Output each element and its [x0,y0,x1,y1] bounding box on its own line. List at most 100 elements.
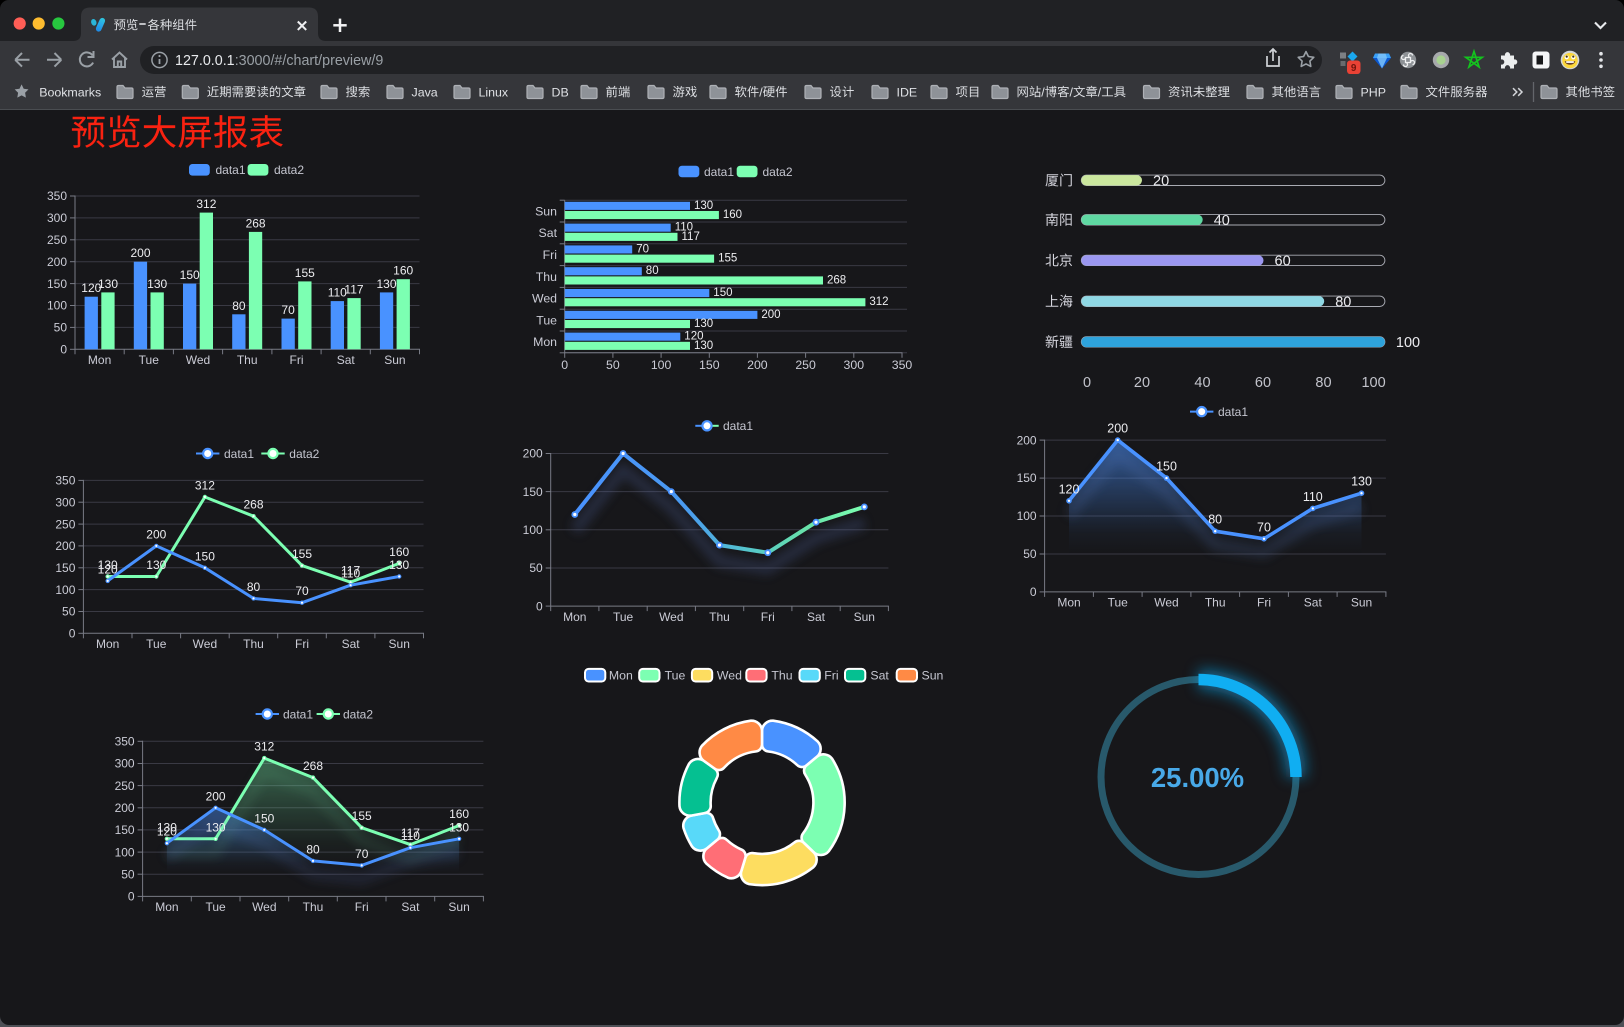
svg-text:117: 117 [401,826,420,840]
svg-text:Sat: Sat [870,669,889,683]
svg-text:70: 70 [295,584,309,598]
svg-text:0: 0 [128,890,135,904]
svg-text:/: / [1098,85,1102,99]
svg-text:312: 312 [254,740,274,754]
svg-text:Sun: Sun [1351,596,1372,610]
svg-text:/: / [1041,85,1045,99]
svg-text:130: 130 [694,340,713,352]
svg-text:IDE: IDE [897,85,918,99]
svg-text:25.00%: 25.00% [1151,762,1244,793]
svg-text:80: 80 [1208,513,1222,527]
svg-text:20: 20 [1153,174,1169,190]
svg-text:160: 160 [449,807,469,821]
svg-text:Tue: Tue [613,610,634,624]
svg-text:117: 117 [341,564,360,578]
svg-text:150: 150 [699,358,720,372]
svg-text:300: 300 [844,358,865,372]
svg-text:80: 80 [1315,375,1331,391]
svg-text:150: 150 [1017,471,1037,485]
svg-text:160: 160 [393,264,413,278]
svg-text:Tue: Tue [139,353,160,367]
svg-text:Fri: Fri [824,669,838,683]
svg-text:130: 130 [157,820,177,834]
svg-text:117: 117 [682,231,700,243]
svg-text:DB: DB [552,85,569,99]
svg-text:100: 100 [115,845,135,859]
svg-text:Sat: Sat [337,353,356,367]
svg-text:130: 130 [694,200,713,212]
svg-text:130: 130 [376,277,396,291]
svg-text:0: 0 [69,627,76,641]
svg-text:312: 312 [869,296,888,308]
svg-text:Wed: Wed [186,353,210,367]
svg-text:50: 50 [606,358,620,372]
svg-text:data1: data1 [723,419,753,433]
svg-text:Fri: Fri [290,353,304,367]
svg-text:20: 20 [1134,375,1150,391]
svg-text:Fri: Fri [761,610,775,624]
svg-text:300: 300 [47,211,67,225]
svg-text:100: 100 [47,299,67,313]
svg-text:110: 110 [328,286,347,300]
svg-text:Wed: Wed [193,637,217,651]
svg-text:120: 120 [1059,482,1080,496]
svg-text:155: 155 [292,547,312,561]
svg-text:120: 120 [684,331,703,343]
svg-text:250: 250 [47,233,67,247]
svg-text:150: 150 [47,277,67,291]
svg-text:Wed: Wed [532,292,557,306]
svg-text:Tue: Tue [665,669,686,683]
svg-text:250: 250 [795,358,816,372]
svg-text:60: 60 [1255,375,1271,391]
svg-text:Bookmarks: Bookmarks [39,85,101,99]
svg-text:150: 150 [254,811,274,825]
svg-text:80: 80 [646,265,659,277]
svg-text:100: 100 [1361,375,1385,391]
svg-text:150: 150 [523,485,543,499]
svg-text:Mon: Mon [88,353,111,367]
svg-text:100: 100 [55,583,75,597]
svg-text:Linux: Linux [479,85,509,99]
svg-text:312: 312 [195,479,215,493]
svg-text:9: 9 [1351,63,1357,74]
svg-text:160: 160 [723,209,742,221]
svg-text:100: 100 [1396,335,1420,351]
svg-text:70: 70 [355,847,369,861]
svg-text:Tue: Tue [205,900,226,914]
svg-text:350: 350 [115,735,135,749]
svg-text:200: 200 [115,801,135,815]
svg-text:100: 100 [651,358,672,372]
svg-text:70: 70 [1257,520,1271,534]
svg-text:200: 200 [130,246,150,260]
svg-text:300: 300 [115,757,135,771]
svg-text:150: 150 [180,268,200,282]
svg-text:150: 150 [713,287,732,299]
svg-text:150: 150 [55,561,75,575]
svg-text:268: 268 [243,498,263,512]
svg-text:Mon: Mon [563,610,586,624]
svg-text:Fri: Fri [543,248,557,262]
svg-text:110: 110 [1303,490,1323,504]
svg-text:268: 268 [303,759,323,773]
svg-text:130: 130 [98,558,118,572]
svg-text:Mon: Mon [155,900,178,914]
svg-text:60: 60 [1275,254,1291,270]
svg-text:Fri: Fri [295,637,309,651]
svg-text:PHP: PHP [1361,85,1386,99]
svg-text:40: 40 [1214,213,1230,229]
svg-text:data1: data1 [224,447,254,461]
svg-text:130: 130 [147,277,167,291]
svg-text:0: 0 [1030,585,1037,599]
svg-text:200: 200 [523,447,543,461]
svg-text:Tue: Tue [146,637,167,651]
svg-text:130: 130 [206,820,226,834]
svg-text:Java: Java [412,85,438,99]
svg-text:80: 80 [1335,295,1351,311]
svg-text:200: 200 [146,527,166,541]
svg-text:80: 80 [306,842,320,856]
svg-text:120: 120 [157,825,177,839]
svg-text:110: 110 [401,829,420,843]
svg-text:40: 40 [1194,375,1210,391]
svg-text:150: 150 [115,823,135,837]
svg-text:Sat: Sat [539,226,558,240]
